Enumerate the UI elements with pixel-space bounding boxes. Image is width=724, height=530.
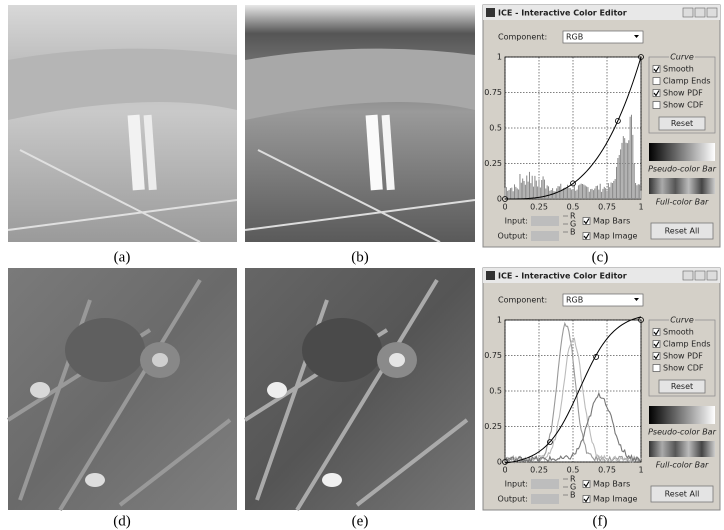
button-label: Reset [671, 382, 693, 391]
component-value: RGB [566, 296, 583, 305]
window-button[interactable] [707, 271, 717, 280]
channel-label: B [570, 491, 576, 500]
input-box [531, 216, 559, 226]
y-tick-label: 0.25 [484, 422, 502, 431]
checkbox-label: Smooth [663, 65, 694, 74]
group-title: Curve [670, 316, 694, 325]
caption: (d) [113, 513, 131, 529]
pseudo-color-bar [649, 406, 715, 424]
checkbox-label: Map Image [593, 232, 638, 241]
x-tick-label: 0.25 [530, 203, 548, 212]
full-bar-label: Full-color Bar [656, 461, 709, 470]
x-tick-label: 0 [502, 466, 507, 475]
pseudo-bar-label: Pseudo-color Bar [648, 165, 716, 174]
pseudo-color-bar [649, 143, 715, 161]
output-box [531, 494, 559, 504]
y-tick-label: 1 [497, 316, 502, 325]
x-tick-label: 0.75 [598, 203, 616, 212]
window-button[interactable] [695, 271, 705, 280]
y-tick-label: 0 [497, 195, 502, 204]
caption: (b) [351, 249, 369, 265]
photo-b [245, 5, 475, 242]
caption: (c) [592, 249, 609, 265]
x-tick-label: 0 [502, 203, 507, 212]
checkbox[interactable] [653, 102, 660, 109]
window-icon [486, 271, 495, 280]
checkbox-label: Map Bars [593, 480, 630, 489]
y-tick-label: 1 [497, 53, 502, 62]
checkbox-label: Clamp Ends [663, 340, 711, 349]
caption: (e) [352, 513, 369, 529]
window-button[interactable] [683, 271, 693, 280]
output-label: Output: [498, 232, 528, 241]
x-tick-label: 1 [638, 203, 643, 212]
checkbox-label: Show CDF [663, 364, 704, 373]
checkbox-label: Map Bars [593, 217, 630, 226]
button-label: Reset All [665, 490, 700, 499]
channel-label: B [570, 228, 576, 237]
checkbox-label: Map Image [593, 495, 638, 504]
x-tick-label: 0.75 [598, 466, 616, 475]
input-box [531, 479, 559, 489]
y-tick-label: 0.75 [484, 351, 502, 360]
x-tick-label: 0.25 [530, 466, 548, 475]
pseudo-bar-label: Pseudo-color Bar [648, 428, 716, 437]
y-tick-label: 0.5 [489, 124, 502, 133]
button-label: Reset [671, 119, 693, 128]
checkbox-label: Show PDF [663, 89, 703, 98]
group-title: Curve [670, 53, 694, 62]
component-label: Component: [498, 33, 547, 42]
window-button[interactable] [707, 8, 717, 17]
checkbox[interactable] [653, 365, 660, 372]
x-tick-label: 0.5 [567, 466, 580, 475]
window-button[interactable] [683, 8, 693, 17]
x-tick-label: 1 [638, 466, 643, 475]
x-tick-label: 0.5 [567, 203, 580, 212]
full-bar-label: Full-color Bar [656, 198, 709, 207]
full-color-bar [649, 441, 715, 457]
component-value: RGB [566, 33, 583, 42]
checkbox-label: Clamp Ends [663, 77, 711, 86]
button-label: Reset All [665, 227, 700, 236]
checkbox-label: Smooth [663, 328, 694, 337]
window-icon [486, 8, 495, 17]
photo-d [8, 268, 237, 510]
y-tick-label: 0.75 [484, 88, 502, 97]
photo-a [8, 5, 237, 242]
caption: (a) [114, 249, 131, 265]
output-box [531, 231, 559, 241]
output-label: Output: [498, 495, 528, 504]
full-color-bar [649, 178, 715, 194]
y-tick-label: 0.5 [489, 387, 502, 396]
photo-e [245, 268, 475, 510]
window-title: ICE - Interactive Color Editor [498, 272, 627, 281]
checkbox-label: Show PDF [663, 352, 703, 361]
figure: (a) (b) (c) (d) (e) (f) ICE - Interactive Colo… [0, 0, 724, 530]
component-label: Component: [498, 296, 547, 305]
input-label: Input: [505, 217, 528, 226]
y-tick-label: 0.25 [484, 159, 502, 168]
checkbox-label: Show CDF [663, 101, 704, 110]
checkbox[interactable] [653, 78, 660, 85]
y-tick-label: 0 [497, 458, 502, 467]
input-label: Input: [505, 480, 528, 489]
caption: (f) [593, 513, 608, 529]
window-title: ICE - Interactive Color Editor [498, 9, 627, 18]
window-button[interactable] [695, 8, 705, 17]
